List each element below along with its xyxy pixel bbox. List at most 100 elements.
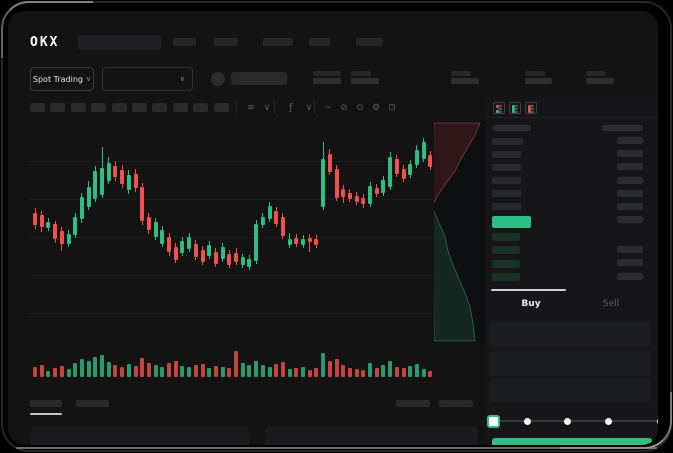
pair-name-placeholder <box>231 72 287 85</box>
amount-slider-track[interactable] <box>498 420 658 422</box>
gridline <box>28 161 433 162</box>
order-input-placeholder[interactable] <box>489 379 650 402</box>
candle-body <box>307 238 312 242</box>
bottom-tab-placeholder[interactable] <box>30 400 62 407</box>
slider-handle[interactable] <box>487 415 500 428</box>
bid-price-placeholder[interactable] <box>492 260 520 268</box>
slider-stop[interactable] <box>605 418 612 425</box>
okx-logo[interactable]: OKX <box>30 35 60 50</box>
bid-price-placeholder[interactable] <box>492 273 520 281</box>
candle-body <box>113 166 118 177</box>
nav-item-placeholder[interactable] <box>214 38 238 46</box>
orderbook-trade-panel: Buy Sell <box>486 96 658 445</box>
search-input[interactable] <box>78 35 161 50</box>
pair-selector-dropdown[interactable]: ∨ <box>102 67 193 91</box>
candle-body <box>361 198 366 204</box>
nav-item-placeholder[interactable] <box>356 38 383 46</box>
timeframe-button-placeholder[interactable] <box>70 103 86 112</box>
candle-body <box>341 189 346 197</box>
spot-trading-label: Spot Trading <box>32 74 83 84</box>
timeframe-button-placeholder[interactable] <box>213 103 229 112</box>
draw-icon[interactable]: ⊘ <box>340 103 348 113</box>
timeframe-button-placeholder[interactable] <box>132 103 147 112</box>
function-icon[interactable]: ƒ <box>289 103 293 113</box>
order-input-placeholder[interactable] <box>489 321 650 347</box>
nav-item-placeholder[interactable] <box>173 38 196 46</box>
candle-body <box>167 237 171 252</box>
book-buy-view-icon[interactable] <box>509 102 521 114</box>
timeframe-button-placeholder[interactable] <box>193 103 209 112</box>
volume-bar <box>86 361 91 377</box>
camera-icon[interactable]: ⊙ <box>356 103 364 113</box>
candle-body <box>421 142 426 159</box>
candle-body <box>321 159 326 207</box>
candle-body <box>160 230 165 244</box>
price-column-header <box>492 125 531 131</box>
stat-label-placeholder <box>313 71 341 76</box>
active-tab-indicator <box>491 289 566 291</box>
slider-stop[interactable] <box>564 418 571 425</box>
book-sell-view-icon[interactable] <box>525 102 537 114</box>
volume-bar <box>39 365 44 377</box>
spot-trading-dropdown[interactable]: Spot Trading ∨ <box>30 67 94 91</box>
line-style-icon[interactable]: ~ <box>324 103 332 113</box>
stat-label-placeholder <box>351 71 371 76</box>
amount-placeholder <box>617 177 643 184</box>
ask-price-placeholder[interactable] <box>492 203 521 210</box>
candle-body <box>220 247 225 259</box>
nav-item-placeholder[interactable] <box>309 38 330 46</box>
bottom-tab-placeholder[interactable] <box>76 400 109 407</box>
buy-submit-button[interactable] <box>492 438 652 445</box>
volume-bar <box>254 361 259 377</box>
settings-gear-icon[interactable]: ⚙ <box>371 103 381 113</box>
bottom-action-placeholder[interactable] <box>396 400 430 407</box>
panel-divider <box>486 117 658 118</box>
stat-label-placeholder <box>525 71 545 76</box>
amount-placeholder <box>617 203 643 210</box>
fullscreen-icon[interactable]: ⊡ <box>388 103 396 113</box>
volume-bar <box>267 367 272 377</box>
tab-sell[interactable]: Sell <box>602 299 620 309</box>
timeframe-button-placeholder[interactable] <box>30 103 45 112</box>
order-input-placeholder[interactable] <box>489 352 650 376</box>
ask-price-placeholder[interactable] <box>492 190 521 197</box>
stat-value-placeholder <box>313 78 341 84</box>
volume-bar <box>421 369 426 377</box>
volume-bar <box>93 357 98 377</box>
volume-bar <box>414 364 419 377</box>
ask-price-placeholder[interactable] <box>492 151 521 158</box>
volume-bar <box>274 364 279 377</box>
volume-bar <box>113 365 118 377</box>
chevron-down-icon[interactable]: ∨ <box>305 103 313 113</box>
timeframe-button-placeholder[interactable] <box>152 103 168 112</box>
chevron-down-icon[interactable]: ∨ <box>263 103 271 113</box>
gridline <box>28 275 433 276</box>
ask-price-placeholder[interactable] <box>492 177 521 184</box>
volume-bar <box>247 365 252 377</box>
stat-value-placeholder <box>451 78 479 84</box>
candle-body <box>79 197 84 219</box>
candle-body <box>274 211 279 224</box>
volume-bar <box>354 369 359 377</box>
timeframe-button-placeholder[interactable] <box>91 103 107 112</box>
amount-placeholder <box>617 216 643 223</box>
slider-stop[interactable] <box>524 418 531 425</box>
timeframe-button-placeholder[interactable] <box>172 103 188 112</box>
book-both-view-icon[interactable] <box>493 102 505 114</box>
bid-price-placeholder[interactable] <box>492 233 520 241</box>
timeframe-button-placeholder[interactable] <box>50 103 66 112</box>
tab-buy[interactable]: Buy <box>521 299 541 309</box>
ask-price-placeholder[interactable] <box>492 138 523 145</box>
timeframe-button-placeholder[interactable] <box>111 103 127 112</box>
candle-body <box>314 239 319 245</box>
nav-item-placeholder[interactable] <box>263 38 293 46</box>
bid-price-placeholder[interactable] <box>492 246 520 254</box>
gridline <box>28 199 433 200</box>
slider-stop[interactable] <box>657 418 658 425</box>
bottom-action-placeholder[interactable] <box>439 400 473 407</box>
bottom-panel-placeholder <box>31 427 249 445</box>
indicator-wave-icon[interactable]: ≋ <box>247 103 255 113</box>
candle-body <box>267 206 272 219</box>
last-price-highlight[interactable] <box>492 216 531 228</box>
ask-price-placeholder[interactable] <box>492 164 521 171</box>
